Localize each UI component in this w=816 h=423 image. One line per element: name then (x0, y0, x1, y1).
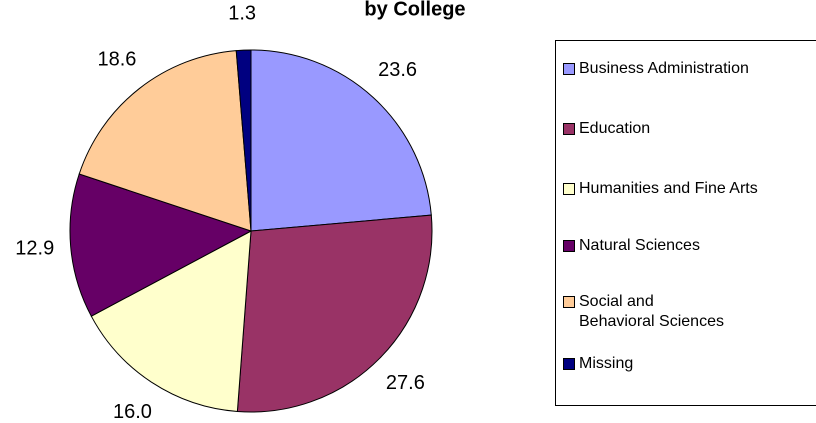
pie-slice (78, 50, 252, 232)
legend-label: Social and Behavioral Sciences (579, 293, 724, 330)
legend-swatch (563, 63, 575, 75)
data-label: 18.6 (97, 49, 136, 71)
legend: Business Administration Education Humaniti… (555, 40, 816, 406)
legend-label: Education (579, 120, 651, 137)
data-label: 16.0 (113, 401, 152, 423)
data-label: 1.3 (228, 2, 256, 24)
pie-slice (235, 49, 252, 232)
pie-slice (69, 173, 253, 317)
legend-label: Missing (579, 355, 634, 372)
data-label: 12.9 (15, 238, 54, 260)
legend-item: Business Administration (563, 59, 809, 79)
legend-label: Natural Sciences (579, 237, 700, 254)
legend-item: Humanities and Fine Arts (563, 179, 809, 199)
chart-title: by College (364, 0, 465, 20)
legend-swatch (563, 183, 575, 195)
legend-item: Education (563, 119, 809, 139)
legend-item: Missing (563, 354, 809, 374)
legend-item: Social and Behavioral Sciences (563, 292, 729, 332)
legend-swatch (563, 123, 575, 135)
legend-label: Business Administration (579, 60, 749, 77)
pie-slice (250, 49, 432, 232)
legend-label: Humanities and Fine Arts (579, 180, 758, 197)
legend-item: Natural Sciences (563, 236, 809, 256)
data-label: 27.6 (386, 372, 425, 394)
legend-swatch (563, 358, 575, 370)
legend-swatch (563, 240, 575, 252)
data-label: 23.6 (378, 59, 417, 81)
legend-swatch (563, 296, 575, 308)
pie-slice (90, 230, 252, 413)
pie-slice (236, 214, 433, 413)
